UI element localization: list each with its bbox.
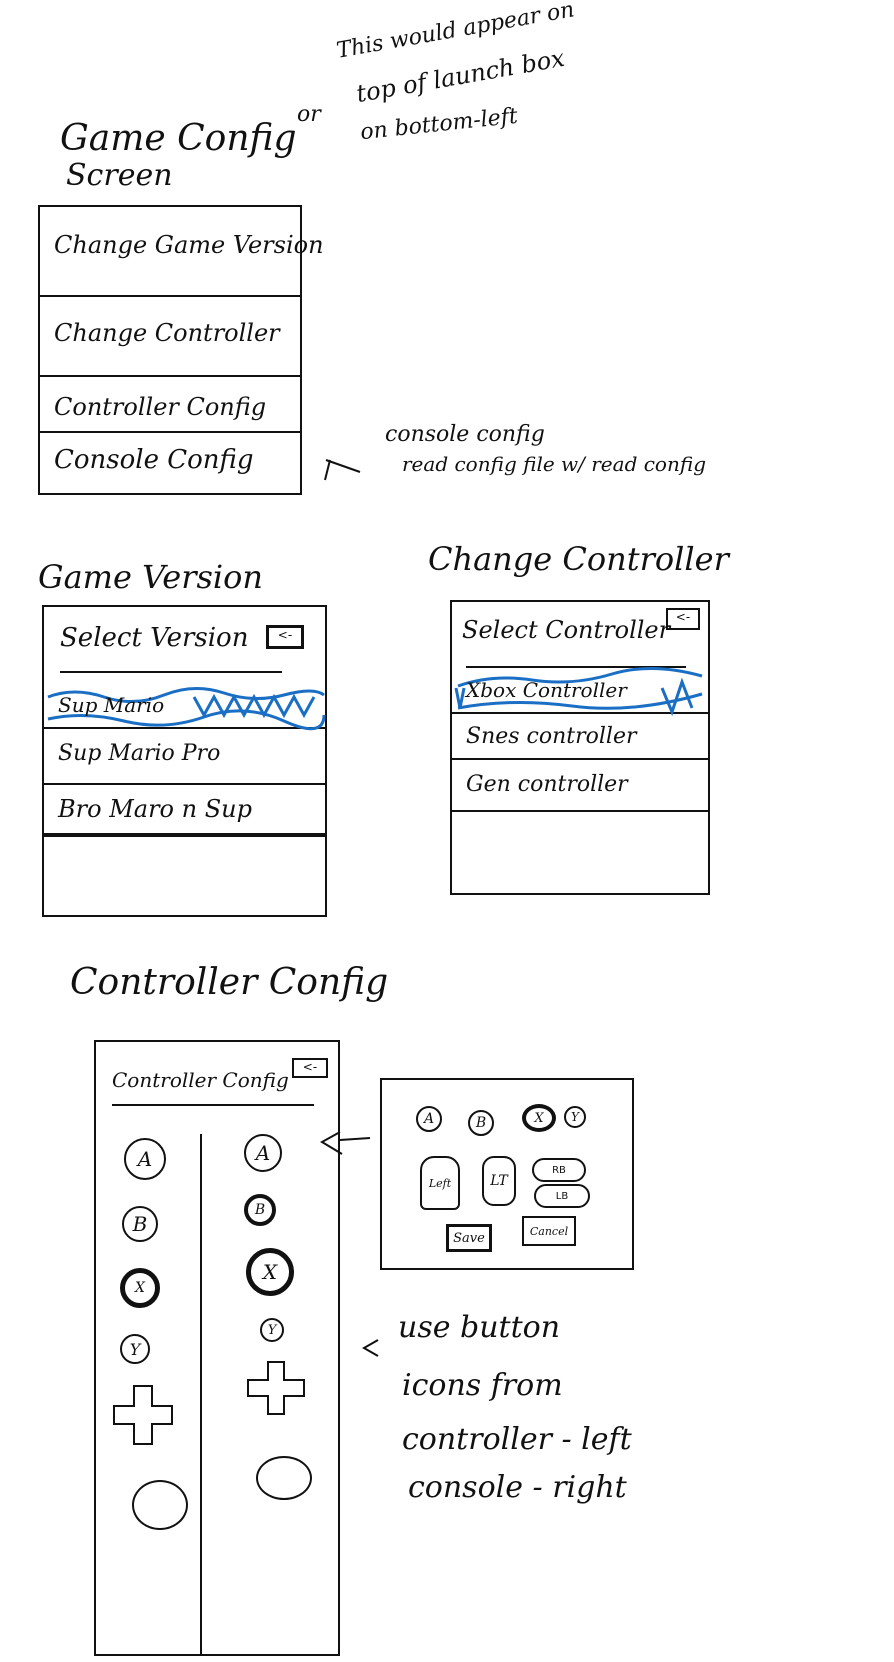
remap-popup: A B X Y Left LT RB LB Save Cancel [380,1078,634,1270]
selection-highlight [47,687,326,731]
rb-bumper-button[interactable]: RB [532,1158,586,1182]
left-trigger-button[interactable]: Left [420,1156,460,1210]
thumbstick-icon[interactable] [132,1480,188,1530]
console-x-button[interactable]: X [246,1248,294,1296]
console-note-line-1: console config [385,422,545,447]
lt-trigger-button[interactable]: LT [482,1156,516,1206]
button-note-line-2: icons from [402,1368,563,1403]
heading-underline [60,671,282,673]
column-divider [200,1134,202,1654]
version-item-empty[interactable] [44,835,325,837]
button-note-line-4: console - right [408,1470,627,1505]
dpad-icon[interactable] [244,1358,308,1418]
controller-item-label: Xbox Controller [466,678,627,702]
version-item-label: Sup Mario Pro [58,741,221,766]
back-button[interactable]: <- [666,608,700,630]
note-arrow-icon [361,1339,379,1357]
lb-bumper-button[interactable]: LB [534,1184,590,1208]
console-a-button[interactable]: A [244,1134,282,1172]
menu-item-change-game-version[interactable]: Change Game Version [40,207,324,297]
back-button[interactable]: <- [292,1058,328,1078]
menu-item-label: Console Config [54,445,254,475]
controller-a-button[interactable]: A [124,1138,166,1180]
cancel-button[interactable]: Cancel [522,1216,576,1246]
selection-highlight [454,667,703,717]
game-config-title: Game Config [60,118,297,159]
menu-item-change-controller[interactable]: Change Controller [40,297,300,377]
dpad-icon[interactable] [110,1382,176,1448]
controller-b-button[interactable]: B [122,1206,158,1242]
version-item-selected[interactable]: Sup Mario [44,685,326,731]
menu-item-label: Controller Config [54,393,267,421]
controller-y-button[interactable]: Y [120,1334,150,1364]
face-a-button[interactable]: A [416,1106,442,1132]
save-button[interactable]: Save [446,1224,492,1252]
console-y-button[interactable]: Y [260,1318,284,1342]
controller-item-label: Gen controller [466,772,628,797]
controller-item[interactable]: Gen controller [452,760,708,812]
popup-arrow-icon [320,1131,371,1155]
note-top-line-3: on bottom-left [359,103,519,146]
heading-underline [112,1104,314,1106]
change-controller-title: Change Controller [428,540,729,578]
button-note-line-1: use button [398,1310,561,1345]
back-button[interactable]: <- [266,625,304,649]
menu-item-label: Change Controller [54,319,280,347]
game-version-title: Game Version [38,558,264,596]
game-config-subtitle: Screen [66,158,173,193]
select-controller-heading: Select Controller [462,616,671,644]
console-b-button[interactable]: B [244,1194,276,1226]
face-y-button[interactable]: Y [564,1106,586,1128]
controller-x-button[interactable]: X [120,1268,160,1308]
select-version-heading: Select Version [60,623,249,653]
version-item-label: Bro Maro n Sup [58,795,252,823]
face-x-button[interactable]: X [522,1104,556,1132]
controller-item-label: Snes controller [466,724,637,749]
controller-item-selected[interactable]: Xbox Controller [452,667,708,717]
console-arrow-icon [324,459,361,481]
controller-config-heading: Controller Config [112,1068,289,1092]
game-version-panel: Select Version <- Sup Mario Sup Mario Pr… [42,605,327,917]
controller-config-title: Controller Config [70,962,389,1003]
face-b-button[interactable]: B [468,1110,494,1136]
controller-item[interactable]: Snes controller [452,714,708,760]
heading-underline [466,666,686,668]
change-controller-panel: Select Controller <- Xbox Controller Sne… [450,600,710,895]
menu-item-label: Change Game Version [54,231,324,259]
button-note-line-3: controller - left [402,1422,632,1457]
menu-item-console-config[interactable]: Console Config [40,433,300,493]
thumbstick-icon[interactable] [256,1456,312,1500]
note-top-or: or [297,102,321,127]
version-item[interactable]: Sup Mario Pro [44,729,325,785]
console-note-line-2: read config file w/ read config [402,452,706,476]
game-config-panel: Change Game Version Change Controller Co… [38,205,324,495]
controller-config-panel: Controller Config <- A B X Y A B X Y [94,1040,340,1656]
version-item-label: Sup Mario [58,693,165,717]
version-item[interactable]: Bro Maro n Sup [44,785,325,835]
menu-item-controller-config[interactable]: Controller Config [40,377,300,433]
